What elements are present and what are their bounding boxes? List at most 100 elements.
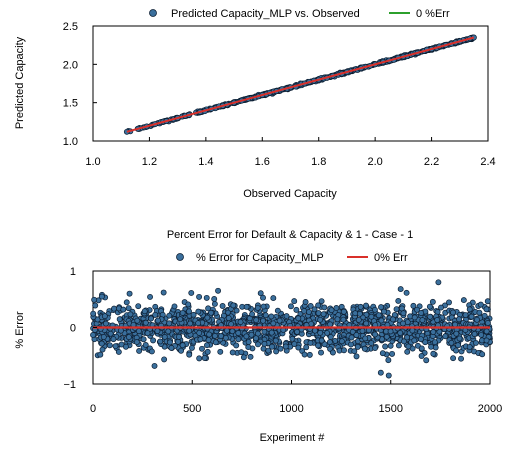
bottom-data-point	[303, 344, 310, 351]
bottom-data-point	[466, 344, 473, 350]
bottom-data-point	[273, 348, 280, 355]
bottom-data-point	[274, 307, 281, 314]
bottom-data-point	[116, 316, 123, 323]
bottom-data-point	[196, 329, 203, 336]
bottom-data-point	[161, 334, 168, 340]
bottom-data-point	[378, 304, 384, 311]
top-x-tick-label: 2.0	[367, 156, 382, 168]
bottom-data-point	[428, 343, 434, 350]
bottom-data-point	[204, 342, 210, 349]
bottom-data-point	[243, 303, 250, 310]
legend-label-scatter: Predicted Capacity_MLP vs. Observed	[171, 8, 360, 20]
bottom-data-point	[427, 313, 434, 320]
bottom-data-point	[477, 301, 484, 308]
bottom-data-point	[117, 327, 124, 334]
top-chart: Predicted Capacity_MLP vs. Observed 0 %E…	[14, 8, 496, 200]
bottom-data-point	[176, 333, 182, 340]
bottom-data-point	[423, 357, 430, 364]
bottom-data-point	[110, 336, 117, 343]
bottom-data-point	[133, 339, 140, 346]
bottom-data-point	[238, 349, 245, 356]
bottom-data-point	[357, 303, 364, 310]
bottom-data-point	[245, 339, 252, 345]
bottom-data-point	[165, 328, 172, 335]
bottom-data-point	[283, 313, 290, 320]
bottom-data-point	[429, 298, 436, 305]
bottom-data-point	[257, 290, 264, 297]
bottom-y-ticks: −1 0 1	[63, 266, 97, 391]
legend-marker-scatter	[149, 9, 157, 17]
bottom-data-point	[418, 353, 425, 359]
bottom-data-point	[306, 351, 313, 358]
bottom-data-point	[450, 355, 457, 362]
bottom-outlier-point	[215, 287, 222, 294]
bottom-data-point	[142, 319, 149, 326]
bottom-data-point	[301, 308, 308, 314]
bottom-data-point	[395, 298, 402, 304]
top-0err-line	[126, 36, 475, 133]
bottom-outlier-point	[385, 372, 392, 379]
bottom-data-point	[311, 306, 318, 313]
bottom-data-point	[340, 316, 347, 323]
bottom-data-point	[405, 343, 412, 350]
top-y-tick-label: 2.5	[63, 21, 78, 33]
bottom-chart: Percent Error for Default & Capacity & 1…	[14, 229, 502, 444]
bottom-y-tick-label: 1	[70, 266, 76, 278]
bottom-data-point	[125, 305, 132, 312]
bottom-data-point	[204, 314, 211, 321]
bottom-data-point	[363, 302, 369, 309]
bottom-data-point	[195, 308, 202, 315]
bottom-data-point	[249, 311, 256, 318]
bottom-outlier-point	[377, 369, 384, 376]
bottom-data-point	[326, 339, 333, 345]
bottom-data-point	[225, 315, 232, 322]
bottom-y-axis-label: % Error	[14, 311, 26, 349]
top-y-tick-label: 1.0	[63, 136, 78, 148]
bottom-data-point	[99, 346, 106, 353]
bottom-data-point	[371, 306, 378, 313]
bottom-data-point	[430, 329, 437, 336]
bottom-data-point	[101, 313, 108, 320]
bottom-data-point	[166, 312, 173, 319]
top-plot-frame	[92, 25, 489, 142]
bottom-data-point	[204, 348, 211, 355]
bottom-data-point	[255, 341, 261, 348]
bottom-data-point	[161, 356, 168, 363]
bottom-data-point	[462, 312, 469, 319]
bottom-data-point	[378, 317, 385, 324]
bottom-data-point	[195, 320, 202, 327]
bottom-data-point	[205, 337, 212, 344]
bottom-data-point	[288, 303, 294, 310]
bottom-data-point	[282, 343, 289, 350]
bottom-data-point	[92, 302, 99, 309]
bottom-x-axis-label: Experiment #	[260, 432, 326, 444]
bottom-y-tick-label: 0	[70, 323, 76, 335]
bottom-data-point	[270, 295, 277, 302]
bottom-data-point	[179, 342, 186, 349]
bottom-data-point	[334, 316, 341, 323]
bottom-data-point	[375, 312, 382, 319]
bottom-data-point	[197, 336, 204, 343]
bottom-data-point	[107, 330, 114, 337]
bottom-data-point	[385, 357, 392, 364]
top-y-tick-label: 1.5	[63, 98, 78, 110]
bottom-data-point	[190, 311, 197, 318]
bottom-data-point	[148, 348, 155, 355]
bottom-data-point	[188, 344, 195, 351]
bottom-data-point	[122, 343, 129, 350]
bottom-data-point	[393, 306, 400, 313]
bottom-data-point	[106, 342, 113, 349]
bottom-data-point	[338, 338, 345, 345]
bottom-data-point	[134, 317, 141, 324]
bottom-data-point	[144, 330, 151, 337]
bottom-data-point	[368, 313, 375, 320]
bottom-data-point	[260, 303, 267, 310]
bottom-data-point	[456, 316, 462, 323]
bottom-data-point	[476, 309, 483, 316]
bottom-legend: % Error for Capacity_MLP 0% Err	[176, 252, 408, 264]
bottom-y-tick-label: −1	[63, 379, 76, 391]
bottom-data-point	[426, 303, 433, 310]
bottom-data-point	[411, 337, 418, 344]
bottom-data-point	[277, 345, 284, 352]
bottom-data-point	[372, 331, 378, 338]
